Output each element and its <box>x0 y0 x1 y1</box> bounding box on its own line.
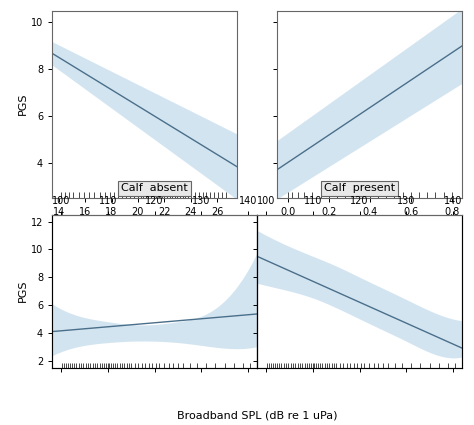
X-axis label: Sex ratio: Sex ratio <box>345 221 395 231</box>
Text: Broadband SPL (dB re 1 uPa): Broadband SPL (dB re 1 uPa) <box>177 411 337 421</box>
X-axis label: SST (°C): SST (°C) <box>121 221 168 231</box>
Title: Calf  absent: Calf absent <box>121 184 188 193</box>
Y-axis label: PGS: PGS <box>18 280 28 302</box>
Y-axis label: PGS: PGS <box>18 93 28 115</box>
Title: Calf  present: Calf present <box>324 184 395 193</box>
